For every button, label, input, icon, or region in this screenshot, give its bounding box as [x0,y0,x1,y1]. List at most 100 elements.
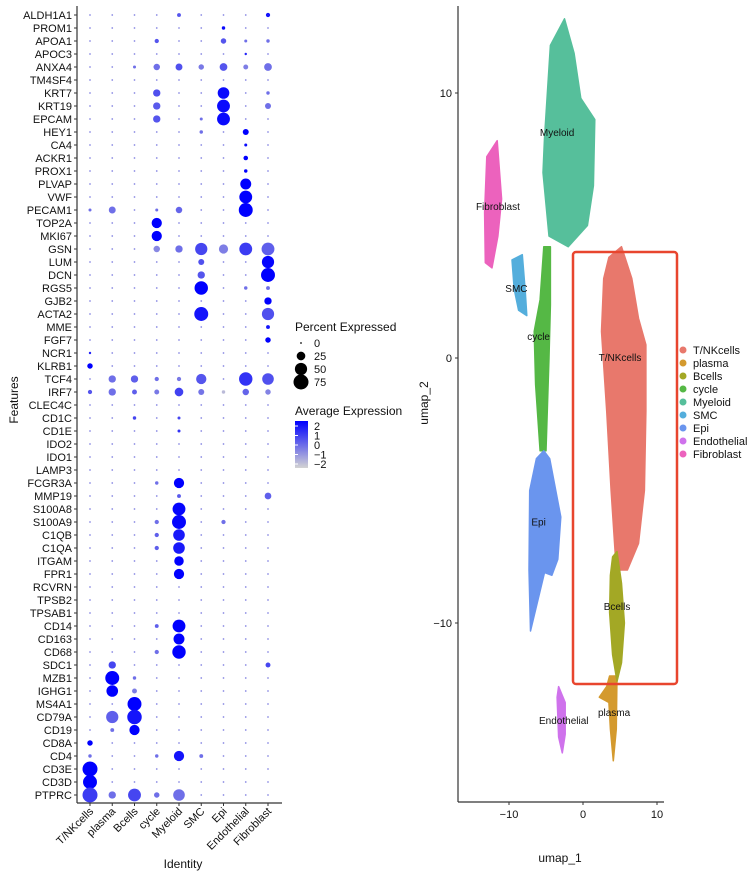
dot [133,118,136,120]
dot [89,339,91,341]
dot [222,209,225,211]
cluster-myeloid [542,18,596,248]
dot [200,547,203,549]
dotplot-y-tick-label: MZB1 [43,673,72,685]
dot [200,170,203,172]
dot [89,677,91,679]
dotplot-y-tick-label: CD14 [44,621,72,633]
dot [133,560,136,562]
dot [267,443,269,445]
cluster-label: cycle [527,332,550,343]
dot [178,235,180,237]
dotplot-y-tick-label: CA4 [51,140,72,152]
dot [111,352,114,354]
dot [153,115,161,123]
dot [105,671,120,685]
legend-label: T/NKcells [693,345,741,357]
dot [89,222,91,224]
dot [111,612,114,614]
dot [133,313,136,315]
dot [89,456,91,458]
dot [155,208,159,212]
dot [133,573,136,575]
dotplot-y-tick-label: ITGAM [37,556,72,568]
dot [155,754,159,758]
dot [177,416,181,420]
dot [111,443,114,445]
dot [89,378,91,380]
color-legend: Average Expression 210−1−2 [295,404,402,471]
cluster-endothelial [556,685,566,754]
dot [267,547,269,549]
dot [133,222,136,224]
dot [111,235,114,237]
size-legend-dot [294,362,308,376]
dot [155,430,158,432]
dot [267,625,269,627]
dot [154,38,159,44]
legend-label: Fibroblast [693,449,741,461]
dot [222,183,225,185]
dot [267,586,269,588]
dot [111,417,114,419]
dot [261,268,275,282]
dot [89,105,91,107]
dot [155,144,158,146]
dot [88,351,92,355]
dot [200,625,203,627]
dot [89,300,91,302]
dot [178,157,180,159]
size-legend-label: 25 [314,351,326,363]
dot [111,586,114,588]
dot [155,170,158,172]
dot [89,586,91,588]
dot [222,469,225,471]
dot [155,703,158,705]
dot [174,556,184,566]
dot [133,469,136,471]
dot [200,768,203,770]
dot [194,307,209,321]
dot [244,339,247,341]
dot [154,792,160,798]
dot [133,638,136,640]
dot [111,326,114,328]
dotplot-y-tick-label: S100A8 [33,504,72,516]
dot [175,63,183,71]
legend-label: Myeloid [693,397,731,409]
color-legend-label: 2 [314,421,320,433]
dot [133,248,136,250]
dot [154,649,159,655]
size-legend-dot [296,351,306,361]
dot [222,690,225,692]
dot [89,66,91,68]
dot [155,612,158,614]
dot [133,521,136,523]
dot [111,313,114,315]
dot [200,586,203,588]
dot [111,170,114,172]
dot [133,365,136,367]
dot [155,716,158,718]
dot [151,230,162,242]
dot [200,417,203,419]
dot [89,482,91,484]
dot [173,633,185,645]
legend-label: Epi [693,423,709,435]
dotplot-y-tick-label: S100A9 [33,517,72,529]
dot [87,389,93,395]
dot [111,365,114,367]
dot [244,495,247,497]
dot [244,105,247,107]
dot [89,40,91,42]
dot [154,624,159,628]
dot [111,456,114,458]
dot [178,326,180,328]
dot [238,203,253,217]
dot [222,378,225,380]
dot [111,222,114,224]
dot [244,222,247,224]
dot [155,27,158,29]
dot [267,144,269,146]
dot [111,482,114,484]
